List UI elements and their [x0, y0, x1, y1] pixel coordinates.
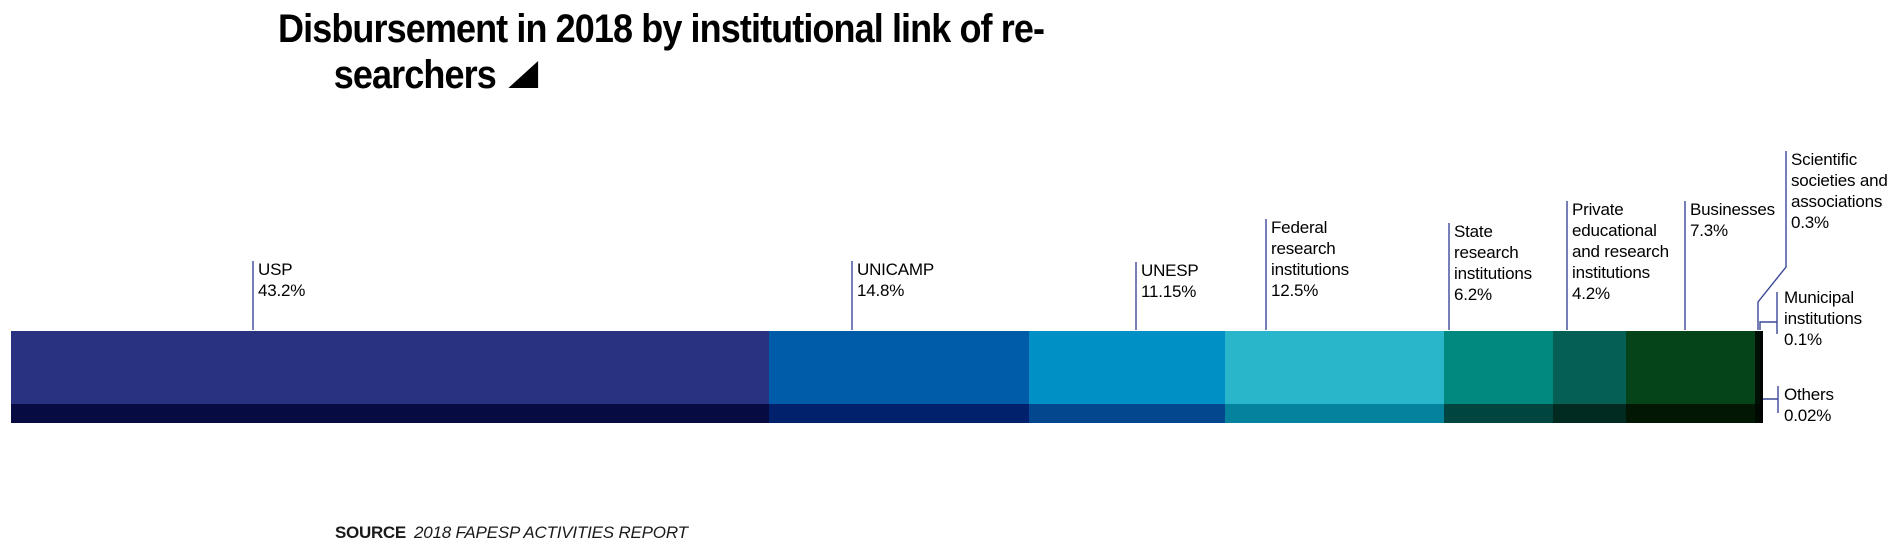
segment-label-state-research: State research institutions 6.2% — [1454, 221, 1554, 305]
bar-shadow-scientific-societies-and-associations — [1754, 404, 1760, 423]
segment-label-others: Others 0.02% — [1784, 384, 1834, 426]
segment-pct: 0.3% — [1791, 213, 1829, 232]
segment-pct: 7.3% — [1690, 221, 1728, 240]
segment-label-usp: USP 43.2% — [258, 259, 305, 301]
connector-others — [1762, 386, 1779, 413]
title-marker-triangle-icon — [508, 61, 539, 88]
bar-shadow-municipal-institutions — [1759, 404, 1762, 423]
bar-shadow-state-research-institutions — [1443, 404, 1553, 423]
bar-segment-federal-research-institutions — [1224, 331, 1444, 404]
source-text: 2018 FAPESP ACTIVITIES REPORT — [413, 523, 688, 542]
segment-name: UNESP — [1141, 261, 1199, 280]
bar-main-row — [11, 331, 1762, 404]
segment-name: UNICAMP — [857, 260, 934, 279]
bar-segment-businesses — [1626, 331, 1755, 404]
bar-segment-state-research-institutions — [1443, 331, 1553, 404]
bar-shadow-unicamp — [769, 404, 1029, 423]
segment-name: Others — [1784, 385, 1834, 404]
segment-name: Scientific societies and associations — [1791, 150, 1888, 211]
bar-segment-scientific-societies-and-associations — [1754, 331, 1760, 404]
chart-title-line1: Disbursement in 2018 by institutional li… — [278, 7, 1045, 51]
segment-label-businesses: Businesses 7.3% — [1690, 199, 1800, 241]
stacked-bar — [11, 331, 1762, 423]
segment-name: Businesses — [1690, 200, 1775, 219]
segment-label-unesp: UNESP 11.15% — [1141, 260, 1199, 302]
segment-name: Private educational and research institu… — [1572, 200, 1669, 282]
segment-name: Federal research institutions — [1271, 218, 1349, 279]
bar-segment-unicamp — [769, 331, 1029, 404]
source-label: SOURCE — [335, 523, 406, 542]
segment-pct: 11.15% — [1141, 282, 1197, 301]
bar-segment-municipal-institutions — [1759, 331, 1762, 404]
segment-name: State research institutions — [1454, 222, 1532, 283]
segment-label-scientific-societies: Scientific societies and associations 0.… — [1791, 149, 1888, 233]
chart-title-line2: searchers — [334, 52, 1044, 98]
bar-shadow-businesses — [1626, 404, 1755, 423]
bar-segment-unesp — [1028, 331, 1225, 404]
bar-segment-private-educational-and-research-institutions — [1552, 331, 1627, 404]
bar-shadow-unesp — [1028, 404, 1225, 423]
bar-segment-usp — [11, 331, 770, 404]
segment-label-unicamp: UNICAMP 14.8% — [857, 259, 934, 301]
segment-pct: 43.2% — [258, 281, 306, 300]
segment-pct: 12.5% — [1271, 281, 1319, 300]
segment-pct: 0.1% — [1784, 330, 1822, 349]
segment-pct: 14.8% — [857, 281, 905, 300]
segment-pct: 0.02% — [1784, 406, 1832, 425]
bar-shadow-private-educational-and-research-institutions — [1552, 404, 1627, 423]
segment-label-municipal-institutions: Municipal institutions 0.1% — [1784, 287, 1880, 350]
chart-title: Disbursement in 2018 by institutional li… — [278, 6, 1045, 98]
bar-shadow-federal-research-institutions — [1224, 404, 1444, 423]
segment-pct: 4.2% — [1572, 284, 1610, 303]
segment-label-federal-research: Federal research institutions 12.5% — [1271, 217, 1371, 301]
segment-pct: 6.2% — [1454, 285, 1492, 304]
source-line: SOURCE 2018 FAPESP ACTIVITIES REPORT — [335, 523, 688, 543]
segment-name: USP — [258, 260, 293, 279]
segment-name: Municipal institutions — [1784, 288, 1862, 328]
bar-shadow-row — [11, 404, 1762, 423]
segment-label-private-educational: Private educational and research institu… — [1572, 199, 1676, 304]
bar-shadow-usp — [11, 404, 770, 423]
connector-municipal — [1759, 292, 1778, 334]
